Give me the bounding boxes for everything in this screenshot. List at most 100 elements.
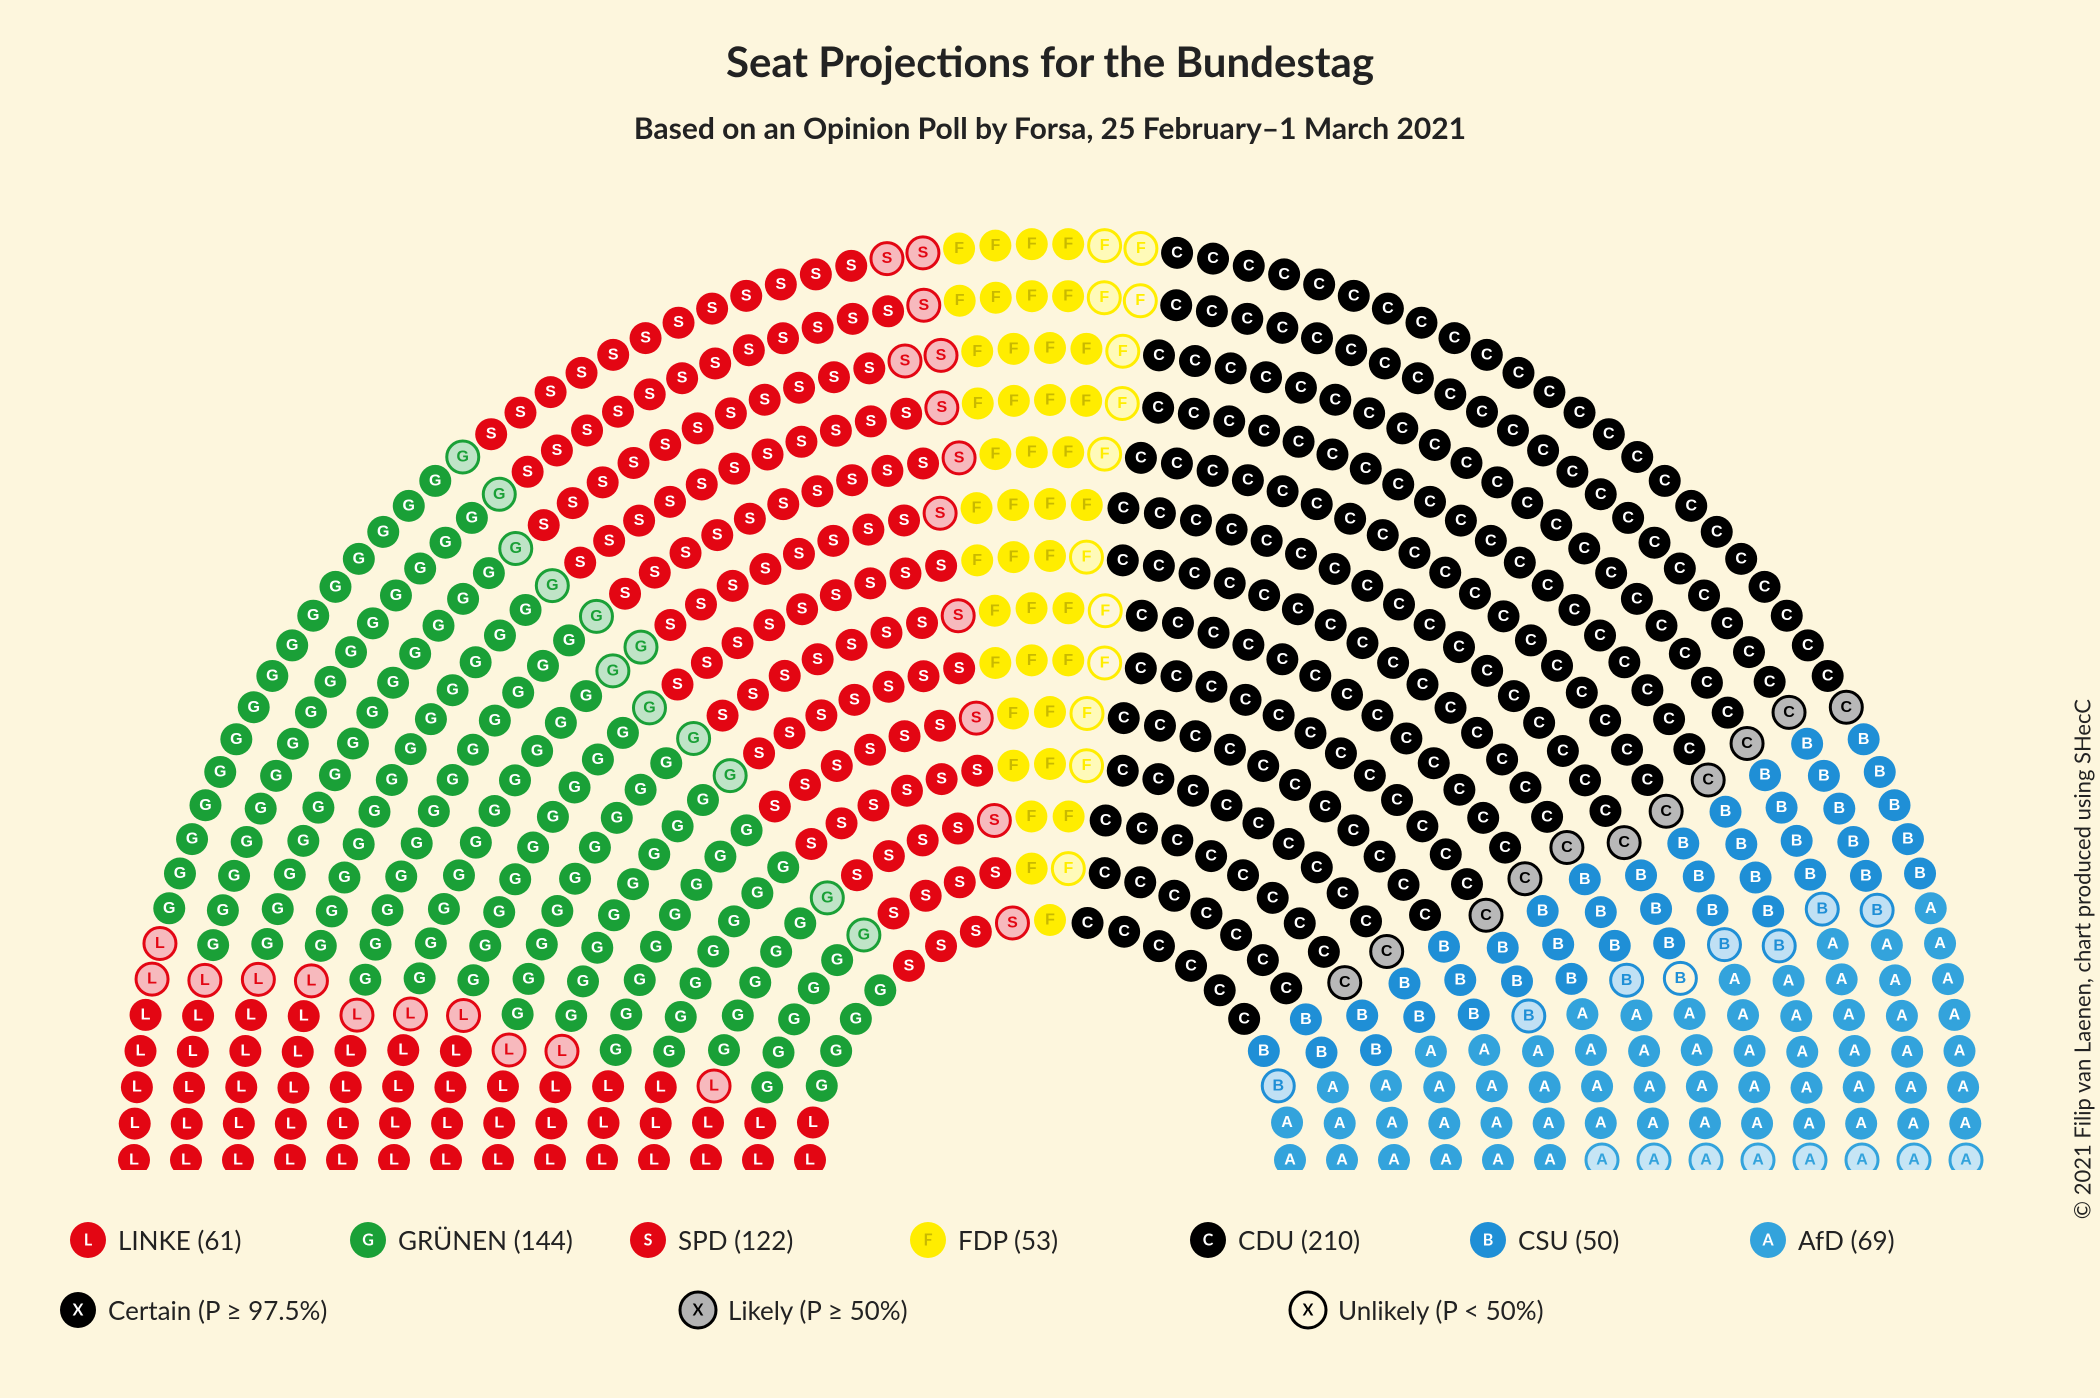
svg-text:L: L [603, 1078, 613, 1095]
svg-text:F: F [923, 1231, 932, 1250]
seat-afd: A [1950, 1144, 1982, 1170]
svg-text:L: L [188, 1043, 198, 1060]
seat-csu: B [1290, 1003, 1322, 1035]
svg-text:L: L [441, 1152, 451, 1169]
svg-text:G: G [362, 1231, 374, 1250]
seat-spd: S [786, 593, 818, 625]
svg-text:C: C [1309, 667, 1321, 684]
seat-csu: B [1683, 860, 1715, 892]
svg-text:B: B [1848, 833, 1860, 850]
seat-afd: A [1581, 1070, 1613, 1102]
seat-fdp: F [1089, 230, 1121, 262]
seat-cdu: C [1595, 557, 1627, 589]
svg-text:B: B [1316, 1044, 1328, 1061]
svg-text:G: G [453, 867, 465, 884]
svg-text:G: G [368, 803, 380, 820]
svg-text:A: A [1761, 1231, 1774, 1250]
svg-text:C: C [1391, 792, 1403, 809]
svg-text:S: S [953, 820, 964, 837]
svg-text:G: G [591, 939, 603, 956]
svg-text:C: C [1171, 244, 1183, 261]
svg-text:C: C [1289, 776, 1301, 793]
seat-cdu: C [1350, 453, 1382, 485]
seat-afd: A [1430, 1144, 1462, 1170]
svg-text:L: L [352, 1007, 362, 1024]
svg-text:G: G [509, 772, 521, 789]
svg-text:G: G [207, 937, 219, 954]
svg-text:S: S [778, 330, 789, 347]
svg-text:G: G [830, 1043, 842, 1060]
svg-text:G: G [377, 523, 389, 540]
svg-text:L: L [498, 1078, 508, 1095]
svg-text:G: G [428, 803, 440, 820]
svg-text:G: G [609, 1042, 621, 1059]
seat-cdu: C [1273, 828, 1305, 860]
svg-text:S: S [935, 717, 946, 734]
seat-cdu: C [1451, 868, 1483, 900]
seat-afd: A [1415, 1036, 1447, 1068]
seat-gruenen: G [357, 607, 389, 639]
seat-cdu: C [1216, 514, 1248, 546]
seat-cdu: C [1443, 774, 1475, 806]
seat-afd: A [1949, 1108, 1981, 1140]
svg-text:C: C [1153, 557, 1165, 574]
svg-text:C: C [1201, 905, 1213, 922]
seat-gruenen: G [541, 895, 573, 927]
seat-afd: A [1780, 1000, 1812, 1032]
seat-linke: L [144, 928, 176, 960]
seat-fdp: F [1052, 228, 1084, 260]
svg-text:B: B [1801, 735, 1813, 752]
svg-text:C: C [1711, 523, 1723, 540]
svg-text:G: G [199, 797, 211, 814]
seat-gruenen: G [437, 764, 469, 796]
seat-gruenen: G [395, 733, 427, 765]
seat-gruenen: G [277, 728, 309, 760]
seat-gruenen: G [610, 999, 642, 1031]
seat-gruenen: G [784, 907, 816, 939]
svg-text:F: F [1082, 757, 1092, 774]
svg-text:X: X [1303, 1301, 1314, 1320]
seat-afd: A [1637, 1108, 1669, 1140]
seat-gruenen: G [238, 691, 270, 723]
seat-cdu: C [1414, 486, 1446, 518]
svg-text:G: G [565, 1007, 577, 1024]
svg-text:S: S [806, 835, 817, 852]
seat-gruenen: G [443, 859, 475, 891]
svg-text:G: G [607, 662, 619, 679]
seat-gruenen: G [245, 793, 277, 825]
svg-text:G: G [671, 818, 683, 835]
svg-text:G: G [369, 936, 381, 953]
svg-text:B: B [1871, 902, 1883, 919]
seat-gruenen: G [314, 666, 346, 698]
svg-text:S: S [707, 300, 718, 317]
seat-linke: L [640, 1107, 672, 1139]
seat-fdp: F [1034, 332, 1066, 364]
seat-cdu: C [1353, 397, 1385, 429]
svg-text:C: C [1190, 728, 1202, 745]
svg-text:C: C [1417, 676, 1429, 693]
seat-gruenen: G [778, 1003, 810, 1035]
svg-text:C: C [1207, 250, 1219, 267]
seat-cdu: C [1108, 916, 1140, 948]
seat-csu: B [1569, 863, 1601, 895]
seat-csu: B [1513, 1000, 1545, 1032]
svg-text:A: A [1479, 1042, 1491, 1059]
svg-text:L: L [233, 1152, 243, 1169]
legend-swatch-linke: LLINKE (61) [70, 1222, 241, 1258]
svg-text:L: L [808, 1114, 818, 1131]
seat-cdu: C [1388, 869, 1420, 901]
svg-text:A: A [1934, 935, 1946, 952]
seat-gruenen: G [404, 962, 436, 994]
seat-afd: A [1871, 929, 1903, 961]
svg-text:G: G [409, 645, 421, 662]
svg-text:C: C [1319, 798, 1331, 815]
seat-spd: S [795, 828, 827, 860]
seat-fdp: F [1052, 592, 1084, 624]
svg-text:S: S [567, 495, 578, 512]
seat-spd: S [564, 547, 596, 579]
svg-text:G: G [359, 971, 371, 988]
seat-cdu: C [1220, 919, 1252, 951]
svg-text:S: S [936, 347, 947, 364]
seat-cdu: C [1405, 307, 1437, 339]
seat-linke: L [586, 1144, 618, 1170]
